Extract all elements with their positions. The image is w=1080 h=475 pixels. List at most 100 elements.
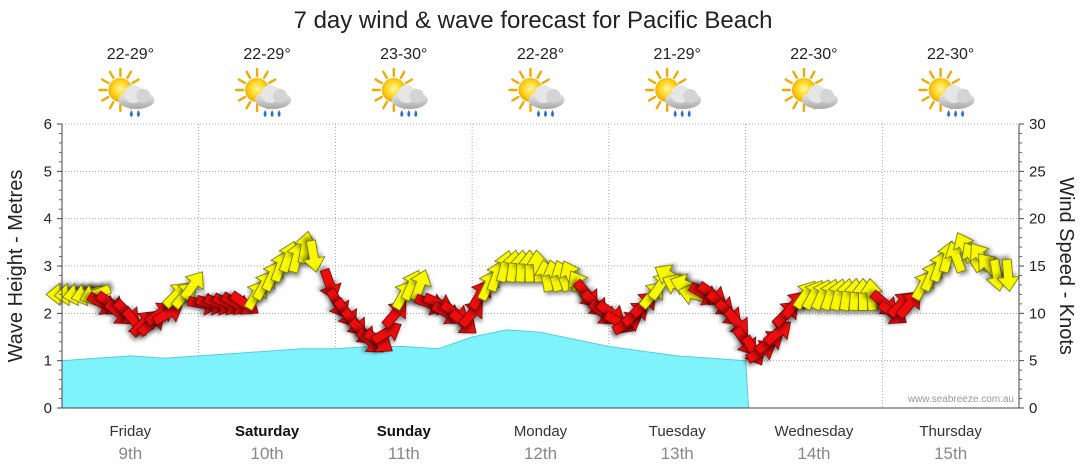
wind-arrow (409, 269, 432, 302)
raindrop-icon (680, 110, 684, 117)
sun-ray (518, 70, 525, 80)
sun-ray (245, 70, 252, 80)
cloud-puff (956, 89, 971, 103)
wind-arrow-shape (409, 269, 432, 302)
right-tick-label: 5 (1029, 353, 1037, 370)
day-name-label: Tuesday (649, 423, 706, 440)
raindrop-icon (961, 110, 965, 117)
cloud-icon (801, 85, 838, 109)
left-tick-label: 3 (44, 258, 52, 275)
wind-arrow-shape (895, 291, 921, 320)
wave-height-area (61, 329, 750, 409)
temperature-range: 21-29° (654, 46, 701, 63)
y-axis-left-label: Wave Height - Metres (5, 170, 27, 363)
sun-ray (951, 78, 960, 85)
raindrop-icon (136, 110, 140, 117)
sun-ray (946, 70, 953, 80)
sun-ray (647, 78, 657, 85)
sun-ray (647, 95, 657, 102)
sun-cloud-rain-icon (645, 67, 702, 117)
cloud-puff (683, 89, 698, 103)
sun-cloud-rain-icon (371, 67, 428, 117)
right-tick-label: 25 (1029, 163, 1046, 180)
sun-ray (511, 78, 520, 85)
raindrop-icon (551, 110, 554, 117)
raindrop-icon (270, 110, 274, 117)
wind-arrows (45, 230, 1021, 366)
sun-ray (126, 70, 133, 80)
left-tick-label: 6 (44, 116, 52, 133)
raindrop-icon (277, 110, 281, 117)
left-tick-label: 1 (44, 353, 52, 370)
wind-arrow (859, 277, 883, 312)
sun-cloud-icon (781, 67, 838, 113)
raindrop-icon (414, 110, 418, 117)
weather-row: 22-29° 22-29° 23-30° 22-28° 21-29° 22-30° 22-3… (98, 46, 975, 117)
raindrop-icon (954, 110, 958, 117)
wind-arrow-shape (996, 258, 1021, 293)
wind-arrow-shape (859, 277, 883, 312)
sun-ray (404, 78, 414, 85)
raindrop-icon (673, 110, 677, 117)
sun-ray (814, 78, 824, 85)
sun-ray (374, 95, 383, 102)
sun-ray (237, 78, 247, 85)
cloud-icon (665, 85, 702, 109)
raindrop-icon (537, 110, 540, 117)
raindrop-icon (129, 110, 133, 117)
chart-title: 7 day wind & wave forecast for Pacific B… (294, 7, 773, 34)
temperature-range: 22-29° (107, 46, 154, 63)
day-name-label: Monday (514, 423, 568, 440)
right-tick-label: 30 (1029, 116, 1046, 133)
left-tick-label: 5 (44, 163, 52, 180)
wind-arrow-shape (179, 271, 204, 302)
right-axis-ticks: 0 5 10 15 20 25 30 (1019, 116, 1046, 417)
right-tick-label: 15 (1029, 258, 1046, 275)
sun-ray (518, 100, 525, 110)
sun-ray (784, 95, 793, 102)
cloud-puff (409, 89, 424, 103)
raindrop-icon (407, 110, 411, 117)
y-axis-right-label: Wind Speed - Knots (1055, 177, 1077, 355)
temperature-range: 22-28° (517, 46, 564, 63)
raindrop-icon (687, 110, 691, 117)
cloud-puff (819, 89, 834, 103)
left-axis-ticks: 0 1 2 3 4 5 6 (44, 116, 62, 417)
day-name-label: Friday (110, 423, 152, 440)
day-date-label: 9th (119, 444, 143, 463)
day-date-label: 13th (661, 444, 694, 463)
left-tick-label: 2 (44, 305, 52, 322)
wind-arrow-shape (302, 239, 326, 273)
sun-ray (268, 78, 277, 85)
right-tick-label: 10 (1029, 305, 1046, 322)
credit-text: www.seabreeze.com.au (907, 394, 1014, 405)
sun-cloud-light-rain-icon (98, 67, 155, 117)
right-tick-label: 20 (1029, 211, 1046, 228)
raindrop-icon (263, 110, 267, 117)
sun-ray (784, 78, 793, 85)
wind-arrow (302, 239, 326, 273)
sun-ray (108, 100, 115, 110)
raindrop-icon (400, 110, 404, 117)
cloud-icon (938, 85, 975, 109)
sun-ray (928, 70, 935, 80)
sun-ray (237, 95, 247, 102)
temperature-range: 23-30° (380, 46, 427, 63)
day-name-label: Saturday (235, 423, 300, 440)
day-date-label: 12th (524, 444, 557, 463)
raindrop-icon (544, 110, 547, 117)
sun-ray (108, 70, 115, 80)
day-date-label: 15th (934, 444, 967, 463)
wind-arrow (179, 271, 204, 302)
sun-ray (541, 78, 550, 85)
cloud-puff (546, 89, 561, 103)
sun-ray (655, 100, 662, 110)
wind-arrow (996, 258, 1021, 293)
sun-ray (809, 70, 816, 80)
sun-ray (921, 95, 930, 102)
x-axis-day-labels: Friday 9th Saturday 10th Sunday 11th Monday 12t… (110, 423, 983, 463)
day-name-label: Thursday (919, 423, 982, 440)
sun-ray (536, 70, 543, 80)
day-date-label: 10th (251, 444, 284, 463)
